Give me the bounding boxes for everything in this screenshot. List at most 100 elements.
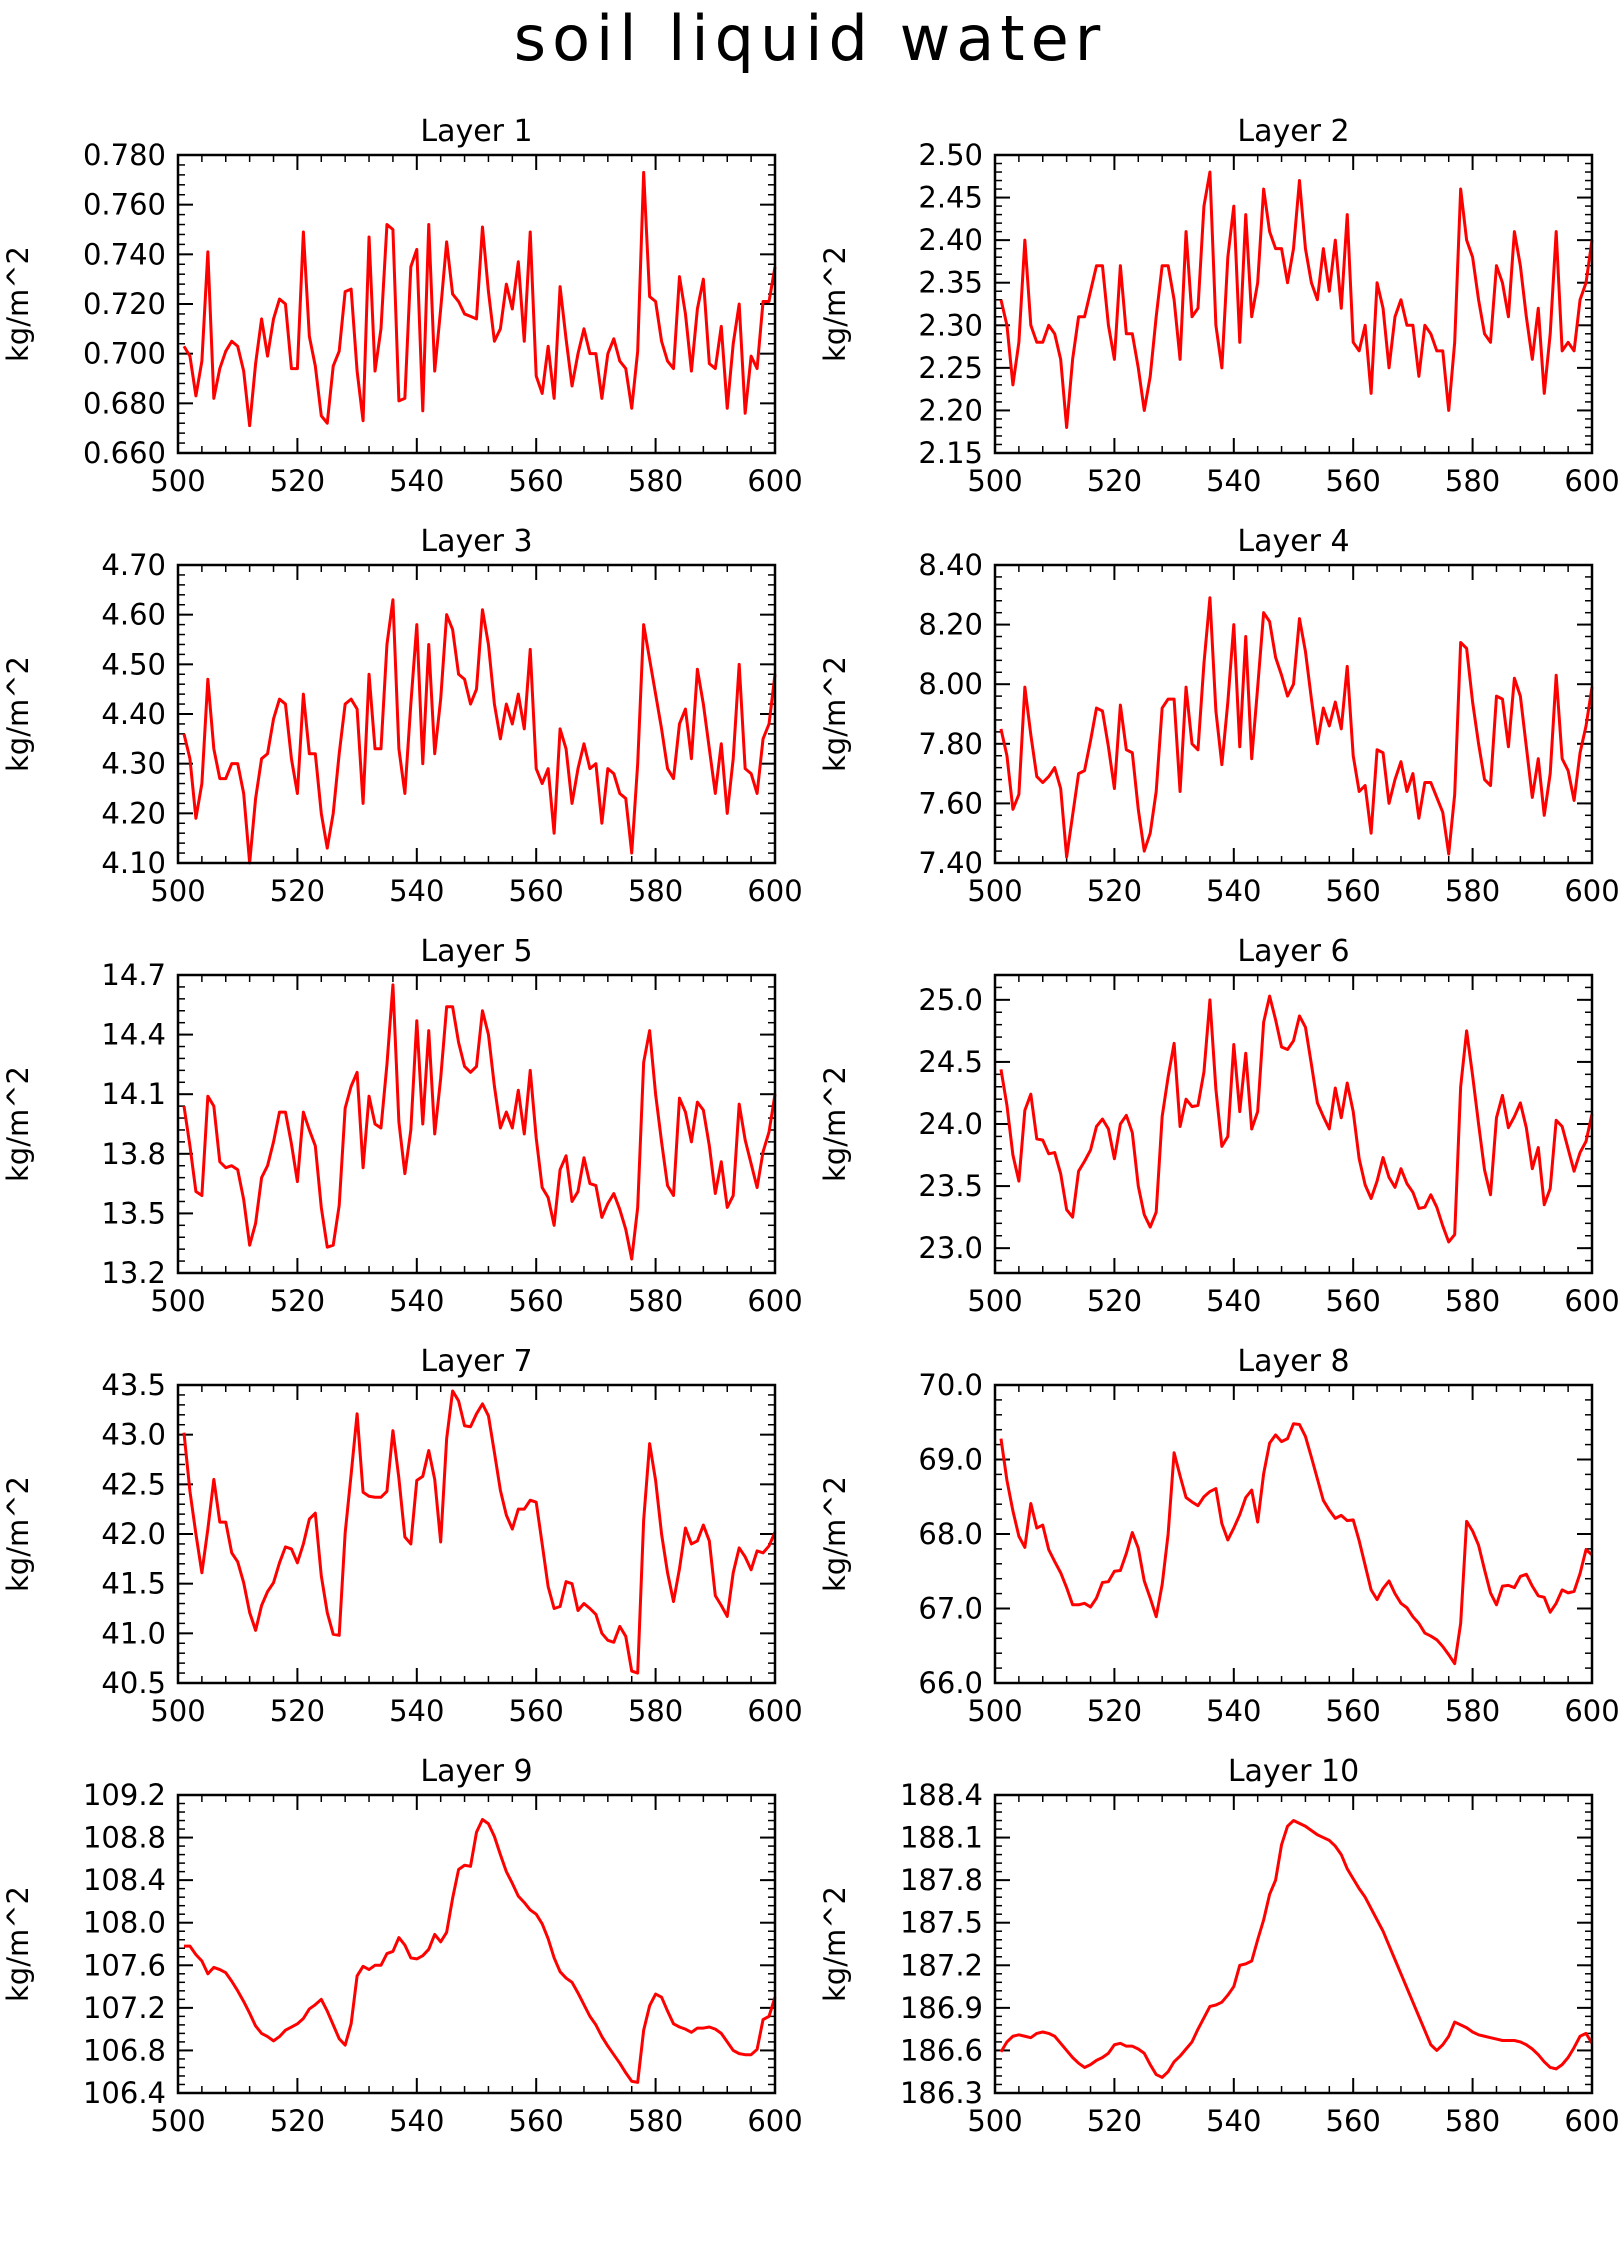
plot-frame — [993, 1793, 1594, 2095]
y-tick-label: 2.40 — [918, 223, 983, 257]
y-tick-label: 25.0 — [918, 983, 983, 1017]
y-tick-label: 7.80 — [918, 727, 983, 761]
chart-panel-7: 500 520 540 560 580 600 40.5 41.0 41.5 42.0 42.5 43… — [1, 1344, 803, 1728]
x-tick-label: 580 — [628, 2104, 683, 2138]
y-tick-label: 69.0 — [918, 1443, 983, 1477]
y-tick-label: 0.680 — [83, 386, 166, 420]
panel-title: Layer 4 — [1237, 524, 1349, 559]
series-line — [182, 598, 777, 865]
x-tick-label: 600 — [1564, 1284, 1619, 1318]
y-tick-label: 2.25 — [918, 351, 983, 385]
x-tick-label: 500 — [967, 1284, 1022, 1318]
x-tick-label: 560 — [509, 1694, 564, 1728]
x-tick-label: 500 — [150, 874, 205, 908]
series-line — [182, 983, 777, 1261]
y-axis-label: kg/m^2 — [1, 1886, 35, 2002]
x-tick-label: 580 — [1445, 874, 1500, 908]
y-tick-label: 0.720 — [83, 287, 166, 321]
y-axis-label: kg/m^2 — [1, 1066, 35, 1182]
y-tick-label: 70.0 — [918, 1368, 983, 1402]
x-tick-label: 560 — [509, 1284, 564, 1318]
y-tick-label: 187.2 — [900, 1948, 983, 1982]
panel-title: Layer 2 — [1237, 114, 1349, 149]
y-tick-label: 66.0 — [918, 1666, 983, 1700]
series-line — [999, 1422, 1593, 1666]
x-tick-label: 600 — [747, 1284, 802, 1318]
y-tick-label: 0.740 — [83, 237, 166, 271]
y-tick-label: 2.30 — [918, 308, 983, 342]
x-tick-label: 500 — [150, 2104, 205, 2138]
panel-title: Layer 6 — [1237, 934, 1349, 969]
y-tick-label: 43.0 — [101, 1418, 166, 1452]
y-tick-label: 4.20 — [101, 796, 166, 830]
y-tick-label: 2.35 — [918, 266, 983, 300]
y-tick-label: 107.2 — [83, 1991, 166, 2025]
x-tick-label: 600 — [747, 2104, 802, 2138]
y-axis-label: kg/m^2 — [1, 656, 35, 772]
x-tick-label: 560 — [509, 2104, 564, 2138]
x-tick-label: 520 — [270, 874, 325, 908]
y-tick-label: 186.3 — [900, 2076, 983, 2110]
y-tick-label: 2.20 — [918, 393, 983, 427]
x-tick-label: 560 — [1326, 2104, 1381, 2138]
x-tick-label: 580 — [628, 874, 683, 908]
y-tick-label: 0.700 — [83, 337, 166, 371]
y-tick-label: 186.9 — [900, 1991, 983, 2025]
x-tick-label: 540 — [1206, 1694, 1261, 1728]
y-tick-label: 7.60 — [918, 786, 983, 820]
y-axis-label: kg/m^2 — [1, 1476, 35, 1592]
panel-title: Layer 8 — [1237, 1344, 1349, 1379]
y-axis-label: kg/m^2 — [818, 1066, 852, 1182]
series-line — [999, 1819, 1594, 2079]
y-axis-label: kg/m^2 — [1, 246, 35, 362]
chart-panel-1: 500 520 540 560 580 600 0.660 0.680 0.700 0.720 0.… — [1, 114, 803, 498]
chart-panel-10: 500 520 540 560 580 600 186.3 186.6 186.9 187.2 18… — [818, 1754, 1620, 2138]
y-tick-label: 23.5 — [918, 1169, 983, 1203]
plot-frame — [993, 153, 1594, 455]
y-tick-label: 106.4 — [83, 2076, 166, 2110]
y-axis-label: kg/m^2 — [818, 656, 852, 772]
y-tick-label: 188.1 — [900, 1821, 983, 1855]
chart-panel-4: 500 520 540 560 580 600 7.40 7.60 7.80 8.00 8.20 8.… — [818, 524, 1620, 908]
plot-frame — [993, 563, 1594, 865]
x-tick-label: 580 — [628, 1694, 683, 1728]
x-tick-label: 500 — [967, 464, 1022, 498]
chart-panel-5: 500 520 540 560 580 600 13.2 13.5 13.8 14.1 14.4 14… — [1, 934, 803, 1318]
x-tick-label: 600 — [1564, 2104, 1619, 2138]
x-tick-label: 520 — [1087, 464, 1142, 498]
y-tick-label: 4.40 — [101, 697, 166, 731]
y-tick-label: 13.2 — [101, 1256, 166, 1290]
x-tick-label: 500 — [967, 874, 1022, 908]
y-tick-label: 42.0 — [101, 1517, 166, 1551]
x-tick-label: 540 — [1206, 2104, 1261, 2138]
x-tick-label: 560 — [1326, 464, 1381, 498]
panel-title: Layer 9 — [420, 1754, 532, 1789]
x-tick-label: 560 — [1326, 1694, 1381, 1728]
y-tick-label: 109.2 — [83, 1778, 166, 1812]
y-tick-label: 187.5 — [900, 1906, 983, 1940]
x-tick-label: 500 — [967, 1694, 1022, 1728]
x-tick-label: 500 — [150, 1694, 205, 1728]
y-axis-label: kg/m^2 — [818, 246, 852, 362]
x-tick-label: 600 — [747, 1694, 802, 1728]
x-tick-label: 520 — [270, 464, 325, 498]
y-tick-label: 13.8 — [101, 1137, 166, 1171]
x-tick-label: 520 — [270, 1694, 325, 1728]
plot-frame — [176, 1793, 777, 2095]
y-tick-label: 188.4 — [900, 1778, 983, 1812]
figure-title: soil liquid water — [513, 2, 1107, 75]
panel-title: Layer 5 — [420, 934, 532, 969]
y-tick-label: 8.40 — [918, 548, 983, 582]
y-tick-label: 4.50 — [101, 647, 166, 681]
x-tick-label: 560 — [1326, 874, 1381, 908]
x-tick-label: 500 — [150, 464, 205, 498]
plot-frame — [176, 563, 777, 865]
y-tick-label: 14.4 — [101, 1018, 166, 1052]
y-tick-label: 108.0 — [83, 1906, 166, 1940]
plot-frame — [993, 1383, 1594, 1685]
series-line — [183, 1817, 777, 2084]
y-tick-label: 106.8 — [83, 2033, 166, 2067]
y-tick-label: 2.15 — [918, 436, 983, 470]
y-tick-label: 40.5 — [101, 1666, 166, 1700]
